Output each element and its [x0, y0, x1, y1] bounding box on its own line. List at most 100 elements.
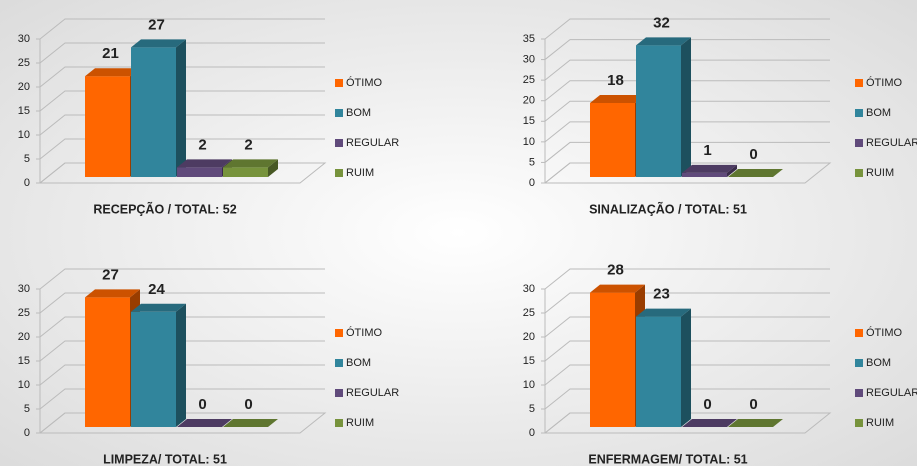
bar: [131, 39, 186, 178]
y-tick-label: 35: [523, 33, 535, 45]
legend-swatch: [855, 169, 863, 177]
y-tick-label: 10: [18, 379, 30, 391]
legend-label: RUIM: [866, 167, 894, 179]
y-tick-label: 10: [523, 136, 535, 148]
y-tick-label: 25: [18, 57, 30, 69]
legend-swatch: [335, 419, 343, 427]
y-tick-label: 20: [523, 331, 535, 343]
legend-swatch: [855, 389, 863, 397]
legend-label: BOM: [346, 357, 371, 369]
bar: [636, 308, 691, 427]
legend-swatch: [335, 329, 343, 337]
grid-line: [39, 364, 325, 386]
legend-label: ÓTIMO: [346, 76, 382, 89]
data-label: 27: [148, 16, 165, 33]
y-tick-label: 30: [18, 283, 30, 295]
chart-title: RECEPÇÃO / TOTAL: 52: [93, 201, 236, 216]
bar-face: [636, 37, 691, 46]
bar: [682, 419, 737, 427]
grid-line: [544, 39, 830, 60]
bar-face: [727, 164, 737, 177]
y-tick-label: 15: [18, 355, 30, 367]
bar-face: [85, 289, 140, 298]
y-tick-label: 0: [529, 427, 535, 439]
data-label: 1: [703, 142, 711, 159]
legend-swatch: [855, 109, 863, 117]
bar: [223, 159, 278, 177]
y-tick-label: 30: [523, 283, 535, 295]
grid-line: [39, 114, 325, 136]
grid-line: [39, 42, 325, 64]
bar-face: [682, 164, 737, 173]
y-tick-label: 15: [523, 355, 535, 367]
legend-label: BOM: [866, 357, 891, 369]
bar-face: [177, 419, 232, 427]
data-label: 24: [148, 281, 165, 298]
grid-line: [544, 412, 830, 434]
legend-swatch: [855, 419, 863, 427]
legend-swatch: [335, 139, 343, 147]
legend-label: BOM: [866, 107, 891, 119]
y-tick-label: 10: [18, 129, 30, 141]
grid-line: [544, 292, 830, 314]
data-label: 0: [198, 396, 206, 413]
grid-line: [544, 364, 830, 386]
grid-line: [39, 316, 325, 338]
grid-line: [39, 66, 325, 88]
bar-face: [177, 159, 232, 168]
legend-label: REGULAR: [346, 387, 399, 399]
data-label: 27: [102, 266, 119, 283]
y-tick-label: 25: [523, 74, 535, 86]
y-tick-label: 10: [523, 379, 535, 391]
bar: [636, 37, 691, 177]
legend-label: REGULAR: [346, 137, 399, 149]
bar-face: [728, 169, 783, 177]
bar-face: [590, 292, 635, 427]
bar-face: [590, 94, 645, 103]
grid-line: [39, 90, 325, 112]
chart-title: SINALIZAÇÃO / TOTAL: 51: [589, 201, 747, 216]
bar-face: [681, 37, 691, 177]
y-tick-label: 30: [523, 53, 535, 65]
grid-line: [39, 292, 325, 314]
bar: [177, 419, 232, 427]
grid-line: [544, 388, 830, 410]
bar-face: [223, 167, 268, 177]
grid-line: [544, 162, 830, 184]
chart-title: ENFERMAGEM/ TOTAL: 51: [588, 452, 747, 466]
y-tick-label: 5: [24, 153, 30, 165]
y-tick-label: 0: [24, 177, 30, 189]
chart-title: LIMPEZA/ TOTAL: 51: [103, 452, 227, 466]
legend-label: RUIM: [346, 417, 374, 429]
grid-line: [544, 100, 830, 122]
bar-face: [268, 159, 278, 177]
legend-swatch: [335, 109, 343, 117]
legend-swatch: [855, 329, 863, 337]
legend-label: RUIM: [346, 167, 374, 179]
bar-face: [176, 303, 186, 427]
legend-swatch: [335, 389, 343, 397]
legend-swatch: [335, 79, 343, 87]
data-label: 0: [749, 396, 757, 413]
y-tick-label: 5: [529, 403, 535, 415]
bar: [131, 303, 186, 427]
bar: [728, 169, 783, 177]
data-label: 0: [244, 396, 252, 413]
bar-face: [223, 419, 278, 427]
y-tick-label: 0: [529, 177, 535, 189]
grid-line: [544, 80, 830, 102]
legend-label: ÓTIMO: [346, 326, 382, 339]
grid-line: [544, 316, 830, 338]
legend-swatch: [855, 359, 863, 367]
data-label: 0: [749, 146, 757, 163]
bar-face: [636, 308, 691, 317]
bar-face: [728, 419, 783, 427]
legend-swatch: [855, 139, 863, 147]
bar: [85, 289, 140, 427]
grid-line: [544, 340, 830, 362]
grid-line: [544, 59, 830, 81]
legend-label: BOM: [346, 107, 371, 119]
bar-face: [682, 172, 727, 177]
bar-face: [131, 39, 186, 48]
